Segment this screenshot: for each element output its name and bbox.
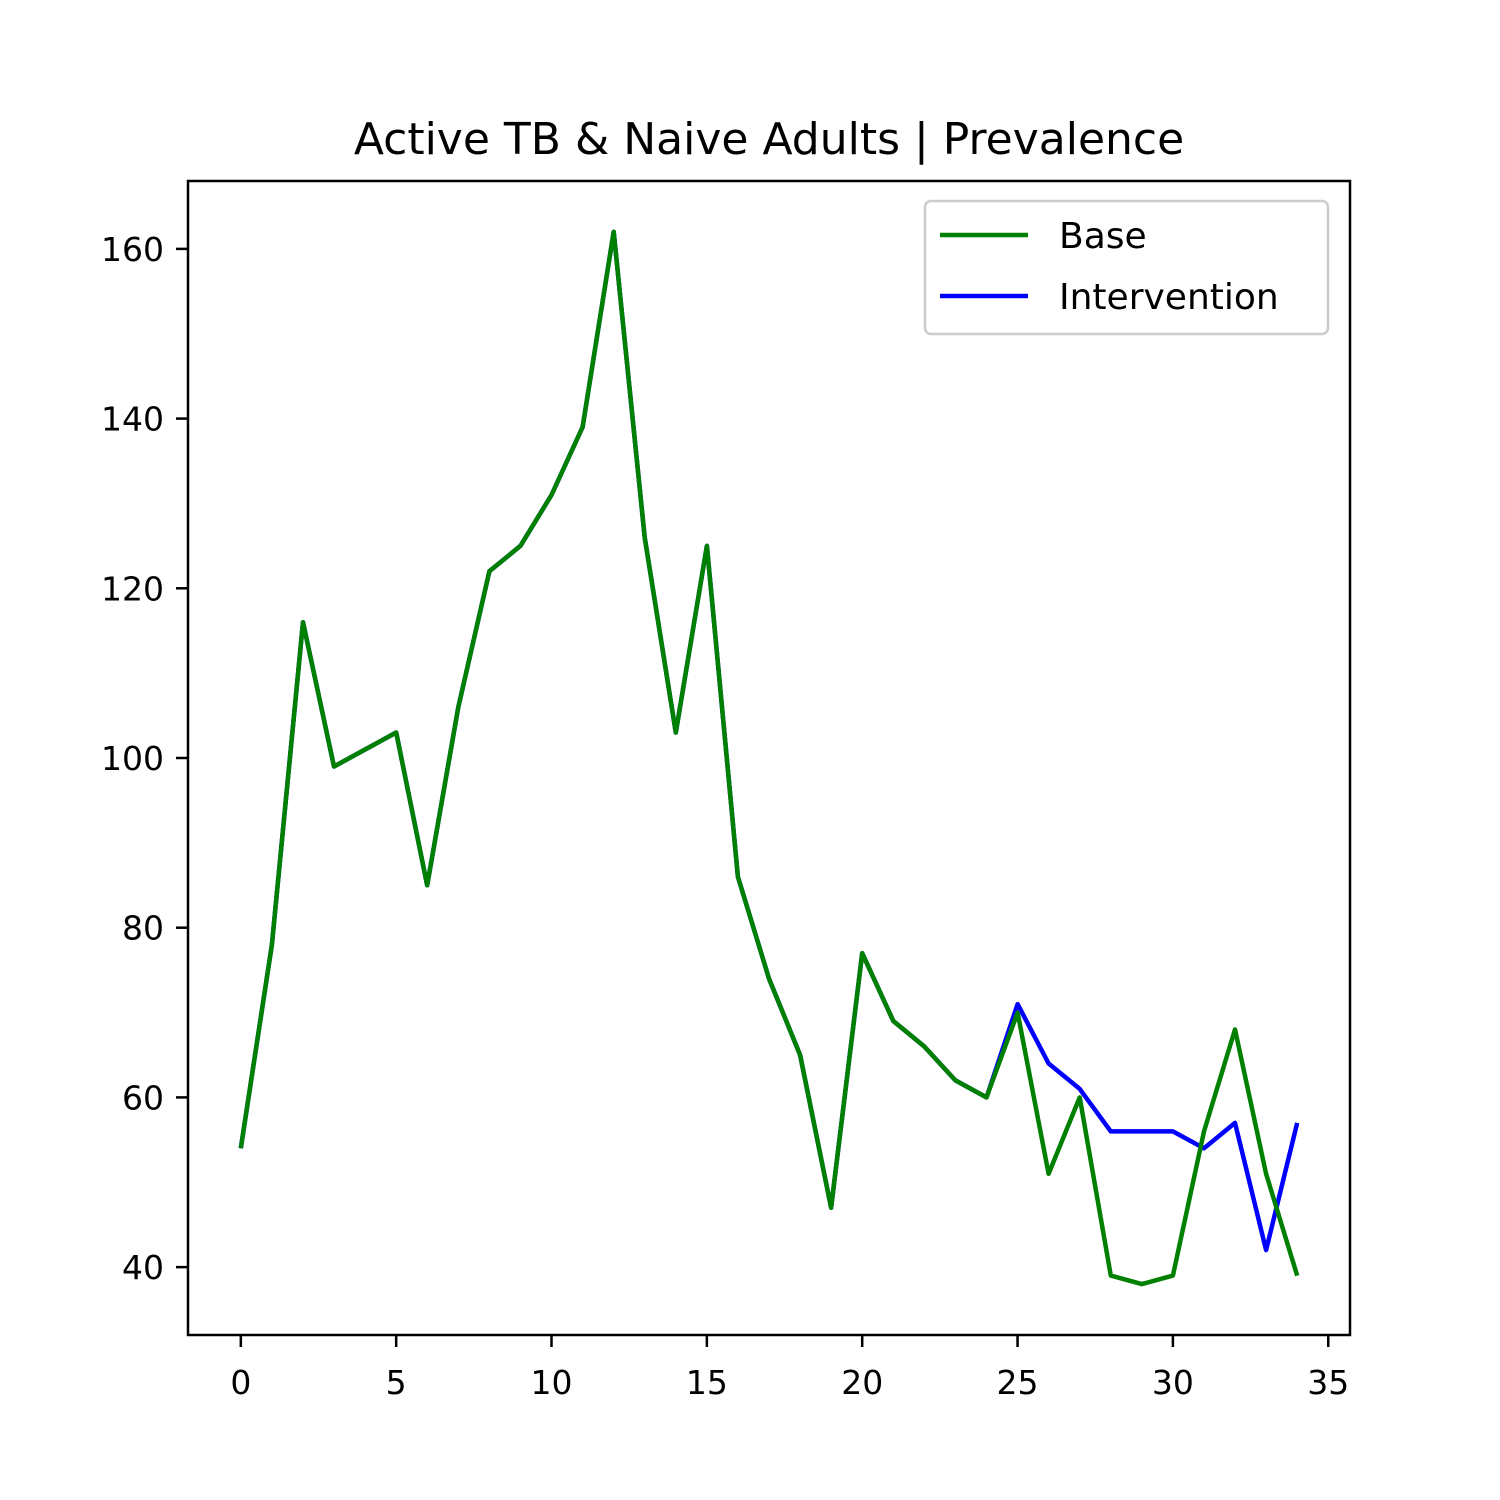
x-tick-label-6: 30 (1152, 1363, 1194, 1402)
legend-label-0: Base (1059, 216, 1147, 257)
x-tick-label-7: 35 (1307, 1363, 1349, 1402)
x-axis-ticks: 0 5 10 15 20 25 30 35 (230, 1335, 1349, 1402)
x-tick-label-4: 20 (841, 1363, 883, 1402)
legend-label-1: Intervention (1059, 277, 1279, 318)
chart-title: Active TB & Naive Adults | Prevalence (354, 114, 1184, 165)
x-tick-label-3: 15 (686, 1363, 728, 1402)
y-tick-label-2: 80 (122, 909, 164, 948)
x-tick-label-5: 25 (997, 1363, 1039, 1402)
y-tick-label-4: 120 (101, 569, 164, 608)
y-tick-label-0: 40 (122, 1248, 164, 1287)
y-tick-label-3: 100 (101, 739, 164, 778)
axes-frame (186, 179, 1352, 1337)
x-tick-label-0: 0 (230, 1363, 251, 1402)
y-tick-label-1: 60 (122, 1078, 164, 1117)
series-line-0 (238, 229, 1300, 1287)
x-tick-label-2: 10 (531, 1363, 573, 1402)
series-layer (238, 229, 1300, 1287)
y-tick-label-6: 160 (101, 230, 164, 269)
y-axis-ticks: 40 60 80 100 120 140 160 (101, 230, 188, 1287)
y-tick-label-5: 140 (101, 400, 164, 439)
x-tick-label-1: 5 (386, 1363, 407, 1402)
legend: Base Intervention (923, 199, 1330, 336)
